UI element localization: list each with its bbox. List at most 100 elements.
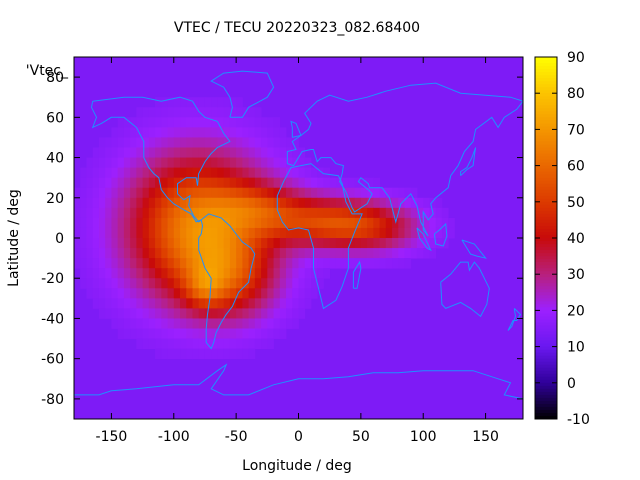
- heatmap-cell: [236, 127, 243, 138]
- colorbar-segment: [535, 388, 557, 393]
- heatmap-cell: [161, 157, 168, 169]
- heatmap-cell: [398, 258, 405, 269]
- heatmap-cell: [423, 217, 430, 229]
- heatmap-cell: [304, 187, 312, 199]
- heatmap-cell: [323, 238, 331, 249]
- heatmap-cell: [204, 248, 212, 259]
- colorbar-segment: [535, 355, 557, 360]
- heatmap-cell: [123, 197, 131, 209]
- colorbar-segment: [535, 234, 557, 239]
- heatmap-cell: [161, 217, 168, 229]
- heatmap-cell: [173, 268, 181, 279]
- heatmap-cell: [423, 238, 430, 249]
- heatmap-cell: [279, 278, 287, 289]
- colorbar-segment: [535, 340, 557, 345]
- colorbar-segment: [535, 201, 557, 206]
- heatmap-cell: [98, 207, 106, 219]
- heatmap-cell: [236, 348, 243, 360]
- heatmap-cell: [105, 167, 112, 179]
- heatmap-cell: [292, 207, 299, 219]
- heatmap-cell: [92, 238, 100, 249]
- heatmap-cell: [186, 137, 193, 148]
- heatmap-cell: [286, 227, 293, 239]
- heatmap-cell: [180, 268, 187, 279]
- heatmap-cell: [242, 187, 250, 199]
- heatmap-cell: [136, 207, 143, 219]
- heatmap-cell: [211, 348, 218, 360]
- heatmap-cell: [74, 217, 81, 229]
- heatmap-cell: [242, 258, 250, 269]
- heatmap-cell: [217, 127, 225, 138]
- colorbar-segment: [535, 126, 557, 130]
- heatmap-cell: [186, 117, 193, 128]
- heatmap-cell: [236, 137, 243, 148]
- y-tick-label: 0: [55, 231, 64, 247]
- heatmap-cell: [161, 117, 168, 128]
- heatmap-cell: [310, 278, 318, 289]
- heatmap-cell: [204, 207, 212, 219]
- heatmap-cell: [304, 157, 312, 169]
- colorbar-segment: [535, 244, 557, 248]
- heatmap-cell: [392, 238, 399, 249]
- colorbar-segment: [535, 316, 557, 320]
- heatmap-cell: [105, 157, 112, 169]
- heatmap-cell: [392, 207, 399, 219]
- heatmap-cell: [261, 187, 268, 199]
- heatmap-cell: [310, 258, 318, 269]
- heatmap-cell: [261, 238, 268, 249]
- heatmap-cell: [198, 348, 206, 360]
- heatmap-cell: [204, 137, 212, 148]
- x-tick-label: 50: [352, 429, 370, 445]
- heatmap-cell: [192, 157, 200, 169]
- heatmap-cell: [173, 147, 181, 158]
- heatmap-cell: [217, 278, 225, 289]
- heatmap-cell: [92, 258, 100, 269]
- colorbar-segment: [535, 189, 557, 194]
- heatmap-cell: [192, 318, 200, 329]
- coastline-antarctica: [74, 363, 523, 400]
- heatmap-cell: [223, 288, 231, 299]
- heatmap-cell: [105, 308, 112, 319]
- heatmap-cell: [223, 258, 231, 269]
- heatmap-cell: [298, 167, 306, 179]
- heatmap-cell: [279, 298, 287, 309]
- heatmap-cell: [286, 238, 293, 249]
- heatmap-cell: [148, 137, 156, 148]
- heatmap-cell: [123, 288, 131, 299]
- heatmap-cell: [198, 207, 206, 219]
- x-axis-label: Longitude / deg: [242, 458, 352, 474]
- heatmap-cell: [286, 197, 293, 209]
- heatmap-cell: [229, 147, 237, 158]
- colorbar-segment: [535, 301, 557, 305]
- heatmap-cell: [273, 127, 281, 138]
- heatmap-cell: [267, 147, 274, 158]
- heatmap-cell: [92, 288, 100, 299]
- heatmap-cell: [161, 107, 168, 118]
- heatmap-cell: [354, 207, 362, 219]
- heatmap-cell: [223, 248, 231, 259]
- heatmap-cell: [142, 187, 150, 199]
- heatmap-cell: [435, 207, 443, 219]
- heatmap-cell: [80, 227, 87, 239]
- heatmap-cell: [186, 147, 193, 158]
- heatmap-cell: [211, 318, 218, 329]
- heatmap-cell: [123, 258, 131, 269]
- colorbar-segment: [535, 102, 557, 106]
- colorbar-segment: [535, 222, 557, 227]
- heatmap-cell: [117, 227, 125, 239]
- heatmap-cell: [211, 227, 218, 239]
- heatmap-cell: [273, 248, 281, 259]
- heatmap-cell: [142, 338, 150, 350]
- heatmap-cell: [286, 278, 293, 289]
- heatmap-cell: [304, 227, 312, 239]
- heatmap-cell: [167, 217, 175, 229]
- heatmap-cell: [161, 268, 168, 279]
- heatmap-cell: [192, 227, 200, 239]
- heatmap-cell: [335, 258, 343, 269]
- heatmap-cell: [329, 197, 337, 209]
- colorbar-segment: [535, 204, 557, 209]
- colorbar-segment: [535, 280, 557, 284]
- heatmap-cell: [167, 157, 175, 169]
- colorbar-segment: [535, 298, 557, 302]
- heatmap-cell: [254, 167, 262, 179]
